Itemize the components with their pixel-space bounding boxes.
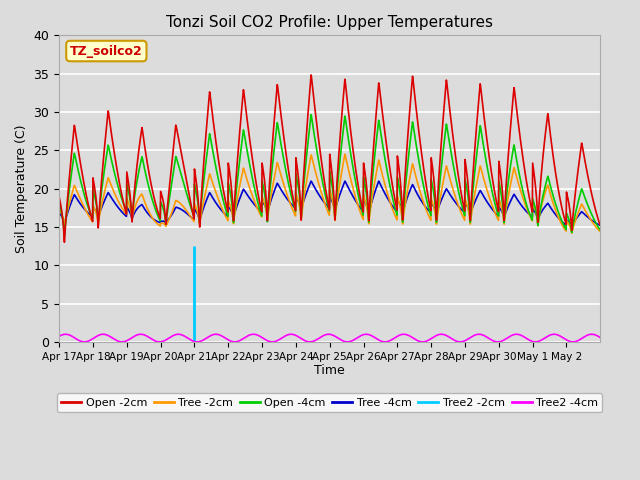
- X-axis label: Time: Time: [314, 364, 345, 377]
- Legend: Open -2cm, Tree -2cm, Open -4cm, Tree -4cm, Tree2 -2cm, Tree2 -4cm: Open -2cm, Tree -2cm, Open -4cm, Tree -4…: [57, 394, 602, 412]
- Y-axis label: Soil Temperature (C): Soil Temperature (C): [15, 124, 28, 253]
- Text: TZ_soilco2: TZ_soilco2: [70, 45, 143, 58]
- Title: Tonzi Soil CO2 Profile: Upper Temperatures: Tonzi Soil CO2 Profile: Upper Temperatur…: [166, 15, 493, 30]
